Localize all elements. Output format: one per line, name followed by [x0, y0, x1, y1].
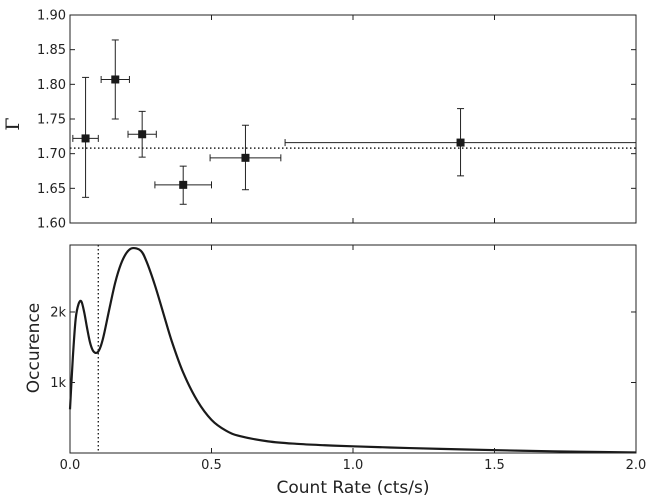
square-marker-2: [138, 130, 147, 139]
data-point-0: [72, 76, 99, 198]
square-marker-0: [81, 134, 90, 143]
top-y-tick-label-6: 1.90: [37, 9, 66, 24]
data-point-4: [209, 124, 282, 191]
top-y-tick-label-1: 1.65: [37, 182, 66, 197]
bottom-x-axis-title: Count Rate (cts/s): [277, 478, 430, 498]
data-point-2: [127, 110, 157, 158]
bottom-x-tick-label-0: 0.0: [60, 458, 81, 473]
data-point-1: [100, 39, 130, 120]
bottom-y-tick-label-1: 2k: [50, 305, 66, 320]
square-marker-4: [241, 153, 250, 162]
top-y-tick-label-5: 1.85: [37, 43, 66, 58]
square-marker-3: [179, 180, 188, 189]
bottom-x-tick-label-3: 1.5: [484, 458, 505, 473]
square-marker-5: [456, 138, 465, 147]
bottom-x-tick-label-1: 0.5: [201, 458, 222, 473]
bottom-panel: 1k 2k 0.0 0.5 1.0 1.5 2.0 Occurence Count Rat…: [24, 244, 647, 498]
top-y-tick-label-2: 1.70: [37, 147, 66, 162]
bottom-data-curve: [68, 245, 637, 454]
top-panel: 1.60 1.65 1.70 1.75 1.80 1.85 1.90 Γ: [2, 9, 637, 232]
top-y-tick-label-0: 1.60: [37, 217, 66, 232]
top-y-tick-label-4: 1.80: [37, 78, 66, 93]
square-marker-1: [111, 75, 120, 84]
data-point-3: [154, 165, 212, 205]
bottom-y-tick-label-0: 1k: [50, 376, 66, 391]
data-point-5: [284, 108, 636, 177]
top-y-axis-ticks: 1.60 1.65 1.70 1.75 1.80 1.85 1.90: [37, 9, 636, 232]
top-data-points: [70, 39, 636, 205]
bottom-x-tick-label-4: 2.0: [626, 458, 647, 473]
top-x-axis-ticks: [69, 15, 637, 223]
occurrence-curve: [68, 246, 637, 454]
top-y-axis-title: Γ: [2, 117, 24, 130]
bottom-plot-frame: [69, 244, 637, 454]
bottom-x-axis-ticks: 0.0 0.5 1.0 1.5 2.0: [60, 245, 647, 473]
bottom-y-axis-title: Occurence: [24, 303, 44, 394]
bottom-y-axis-ticks: 1k 2k: [50, 305, 636, 391]
top-y-tick-label-3: 1.75: [37, 113, 66, 128]
top-plot-frame: [69, 14, 637, 224]
bottom-x-tick-label-2: 1.0: [343, 458, 364, 473]
